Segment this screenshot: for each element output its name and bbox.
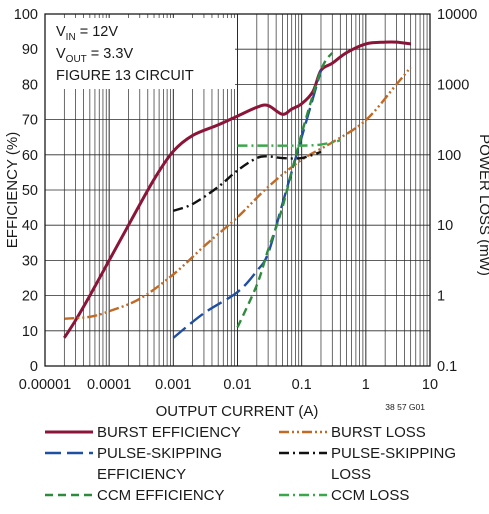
- y-right-tick-label: 10: [437, 218, 453, 234]
- y-axis-right-title: POWER LOSS (mW): [476, 134, 489, 276]
- legend-label: CCM EFFICIENCY: [97, 487, 225, 504]
- y-right-tick-label: 10000: [437, 7, 477, 23]
- series-line-2: [64, 66, 412, 320]
- x-tick-label: 10: [422, 377, 438, 393]
- x-tick-label: 0.00001: [19, 377, 71, 393]
- figure-code: 38 57 G01: [385, 402, 425, 412]
- legend-label: BURST LOSS: [331, 424, 426, 441]
- series-line-6: [237, 139, 341, 147]
- y-right-tick-label: 1: [437, 289, 445, 305]
- legend-label: BURST EFFICIENCY: [97, 424, 241, 441]
- legend-label: PULSE-SKIPPING: [97, 445, 222, 462]
- y-right-tick-label: 1000: [437, 77, 469, 93]
- y-left-tick-label: 60: [22, 148, 38, 164]
- annotation-vin: VIN = 12V: [56, 24, 118, 43]
- y-left-tick-label: 70: [22, 113, 38, 129]
- series-layer: [63, 40, 412, 339]
- x-tick-label: 1: [362, 377, 370, 393]
- y-left-tick-label: 40: [22, 218, 38, 234]
- annotation-figure: FIGURE 13 CIRCUIT: [56, 68, 194, 84]
- y-left-tick-label: 10: [22, 324, 38, 340]
- series-line-4: [172, 150, 322, 212]
- legend-label: CCM LOSS: [331, 487, 409, 504]
- y-left-tick-label: 20: [22, 289, 38, 305]
- annotation-background: [45, 18, 235, 89]
- tick-labels: 0.00001 0.0001 0.001 0.01 0.1 1 10010203040506…: [14, 7, 478, 393]
- y-right-tick-label: 0.1: [437, 359, 457, 375]
- y-left-tick-label: 90: [22, 42, 38, 58]
- annotation-vout: VOUT = 3.3V: [56, 46, 133, 65]
- legend: BURST EFFICIENCY BURST LOSS PULSE-SKIPPING…: [45, 424, 456, 504]
- y-left-tick-label: 100: [14, 7, 38, 23]
- x-tick-label: 0.0001: [87, 377, 131, 393]
- series-line-1: [63, 40, 411, 339]
- x-tick-label: 0.001: [155, 377, 191, 393]
- series-line-5: [236, 51, 334, 328]
- x-axis-title: OUTPUT CURRENT (A): [156, 403, 319, 420]
- y-left-tick-label: 80: [22, 77, 38, 93]
- plot-frame: [44, 13, 431, 367]
- y-left-tick-label: 30: [22, 253, 38, 269]
- y-left-tick-label: 50: [22, 183, 38, 199]
- legend-label-line2: EFFICIENCY: [97, 466, 186, 483]
- y-left-tick-label: 0: [30, 359, 38, 375]
- y-axis-left-title: EFFICIENCY (%): [4, 132, 21, 248]
- y-right-tick-label: 100: [437, 148, 461, 164]
- annotation-box: VIN = 12V VOUT = 3.3V FIGURE 13 CIRCUIT: [45, 18, 235, 89]
- legend-label: PULSE-SKIPPING: [331, 445, 456, 462]
- x-tick-label: 0.01: [223, 377, 251, 393]
- legend-label-line2: LOSS: [331, 466, 371, 483]
- x-tick-label: 0.1: [292, 377, 312, 393]
